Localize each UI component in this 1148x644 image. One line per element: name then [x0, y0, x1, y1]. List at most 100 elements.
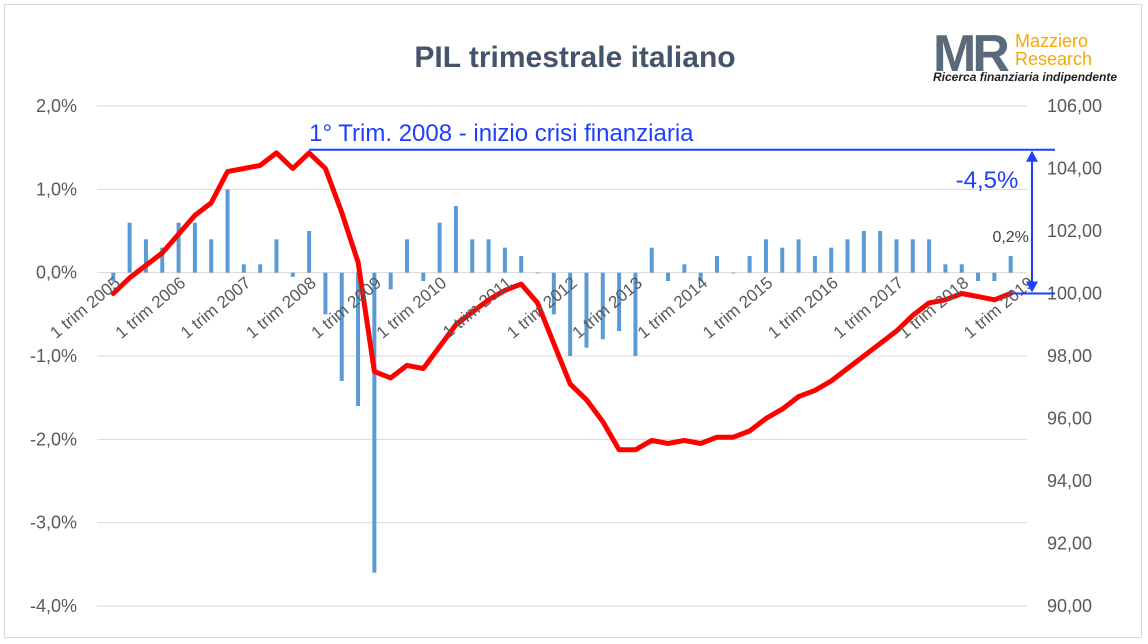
y-right-tick-label: 92,00 [1047, 534, 1092, 554]
x-tick-label: 1 trim 2010 [373, 273, 450, 342]
y-right-tick-label: 106,00 [1047, 96, 1102, 116]
drop-arrow-head-top [1026, 150, 1038, 162]
bar [356, 272, 361, 406]
bar [584, 272, 589, 348]
bar [535, 272, 540, 274]
bar [388, 272, 393, 290]
bar [143, 239, 148, 273]
bar [519, 256, 524, 273]
bar [992, 272, 997, 281]
x-tick-label: 1 trim 2008 [242, 273, 319, 342]
y-right-tick-label: 100,00 [1047, 284, 1102, 304]
bar [812, 256, 817, 273]
y-right-tick-label: 98,00 [1047, 346, 1092, 366]
x-tick-label: 1 trim 2005 [47, 273, 124, 342]
y-right-tick-label: 90,00 [1047, 596, 1092, 616]
logo-name-line1: Mazziero [1015, 31, 1088, 51]
x-tick-label: 1 trim 2014 [634, 273, 711, 342]
bar [763, 239, 768, 273]
bar [666, 272, 671, 281]
bar [910, 239, 915, 273]
y-left-tick-label: -1,0% [30, 346, 77, 366]
bar-series [111, 189, 1013, 573]
x-tick-label: 1 trim 2007 [177, 273, 254, 342]
gridlines [97, 105, 1027, 607]
bar [715, 256, 719, 273]
bar [878, 231, 883, 273]
y-right-tick-label: 96,00 [1047, 409, 1092, 429]
drop-arrow-head-bottom [1026, 281, 1038, 293]
bar [796, 239, 801, 273]
bar [241, 264, 246, 273]
bar [568, 272, 573, 356]
bar [845, 239, 850, 273]
bar [698, 272, 703, 281]
bar [617, 272, 622, 331]
bar [976, 272, 981, 281]
bar [1008, 256, 1013, 273]
bar [551, 272, 556, 315]
bar [894, 239, 899, 273]
y-right-tick-label: 94,00 [1047, 471, 1092, 491]
bar [323, 272, 328, 315]
y-left-tick-label: -4,0% [30, 596, 77, 616]
y-right-tick-label: 102,00 [1047, 221, 1102, 241]
bar [861, 231, 866, 273]
bar [372, 272, 377, 573]
bar [111, 272, 116, 281]
y-left-tick-label: 2,0% [36, 96, 77, 116]
bar [290, 272, 295, 277]
chart-svg: 2,0%1,0%0,0%-1,0%-2,0%-3,0%-4,0% 106,001… [30, 25, 1117, 616]
bar [225, 189, 230, 273]
bar [421, 272, 426, 281]
last-value-label: 0,2% [992, 229, 1028, 246]
logo: MR Mazziero Research Ricerca finanziaria… [933, 25, 1117, 84]
bar [780, 247, 785, 273]
bar [209, 239, 214, 273]
crisis-label: 1° Trim. 2008 - inizio crisi finanziaria [309, 120, 694, 147]
y-left-tick-label: 0,0% [36, 263, 77, 283]
chart-title: PIL trimestrale italiano [414, 41, 735, 74]
x-tick-label: 1 trim 2019 [960, 273, 1037, 342]
x-tick-label: 1 trim 2011 [439, 273, 515, 341]
annotations: 1° Trim. 2008 - inizio crisi finanziaria… [309, 120, 1055, 295]
y-left-tick-label: -3,0% [30, 513, 77, 533]
x-tick-label: 1 trim 2018 [895, 273, 972, 342]
bar [927, 239, 932, 273]
chart-frame: 2,0% 1,0% 0,0% -1,0% -2,0% -3,0% -4,0% 106,00 1… [4, 4, 1142, 638]
bar [747, 256, 752, 273]
y-left-tick-label: -2,0% [30, 429, 77, 449]
logo-tagline: Ricerca finanziaria indipendente [933, 70, 1117, 84]
bar [127, 222, 132, 273]
y-axis-left: 2,0% 1,0% 0,0% -1,0% -2,0% -3,0% -4,0% [30, 96, 77, 616]
bar [600, 272, 605, 340]
bar [502, 247, 507, 273]
bar [649, 247, 654, 273]
bar [160, 247, 165, 273]
line-path [110, 150, 1014, 453]
bar [176, 222, 181, 273]
logo-mark: MR [933, 25, 1009, 83]
drop-label: -4,5% [956, 167, 1019, 194]
y-right-tick-label: 104,00 [1047, 159, 1102, 179]
bar [682, 264, 687, 273]
bar [486, 239, 491, 273]
y-left-tick-label: 1,0% [36, 179, 77, 199]
y-axis-right: 106,00 104,00 102,00 100,00 98,00 96,00 94,00 9… [1047, 96, 1102, 616]
bar [405, 239, 409, 273]
bar [943, 264, 948, 273]
bar [307, 231, 312, 273]
line-series [110, 150, 1014, 453]
bar [829, 247, 834, 273]
bar [339, 272, 344, 381]
bar [437, 222, 442, 273]
bar [470, 239, 475, 273]
bar [192, 222, 197, 273]
bar [959, 264, 964, 273]
x-tick-label: 1 trim 2015 [699, 273, 776, 342]
bar [274, 239, 279, 273]
bar [633, 272, 638, 356]
logo-name-line2: Research [1015, 49, 1092, 69]
x-tick-label: 1 trim 2016 [764, 273, 841, 342]
